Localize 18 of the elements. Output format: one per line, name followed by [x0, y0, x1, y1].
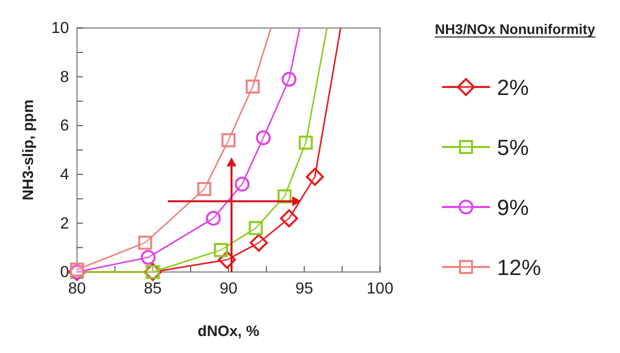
x-tick-label: 100 [366, 280, 394, 298]
x-tick-label: 90 [220, 280, 238, 298]
x-tick-label: 85 [144, 280, 162, 298]
legend-label: 9% [497, 195, 529, 220]
legend-title: NH3/NOx Nonuniformity [434, 21, 596, 37]
y-tick-label: 4 [60, 166, 70, 184]
x-tick-label: 95 [295, 280, 314, 298]
legend-label: 12% [497, 255, 542, 280]
y-tick-label: 8 [60, 68, 70, 86]
legend-label: 2% [497, 75, 529, 100]
y-tick-label: 6 [60, 118, 70, 135]
y-axis-title: NH3-slip, ppm [20, 100, 37, 200]
x-tick-label: 80 [68, 280, 86, 298]
y-tick-label: 10 [51, 20, 70, 38]
x-axis-title: dNOx, % [198, 323, 260, 340]
y-tick-label: 2 [60, 215, 70, 232]
y-tick-label: 0 [60, 264, 70, 282]
legend-label: 5% [497, 135, 529, 160]
